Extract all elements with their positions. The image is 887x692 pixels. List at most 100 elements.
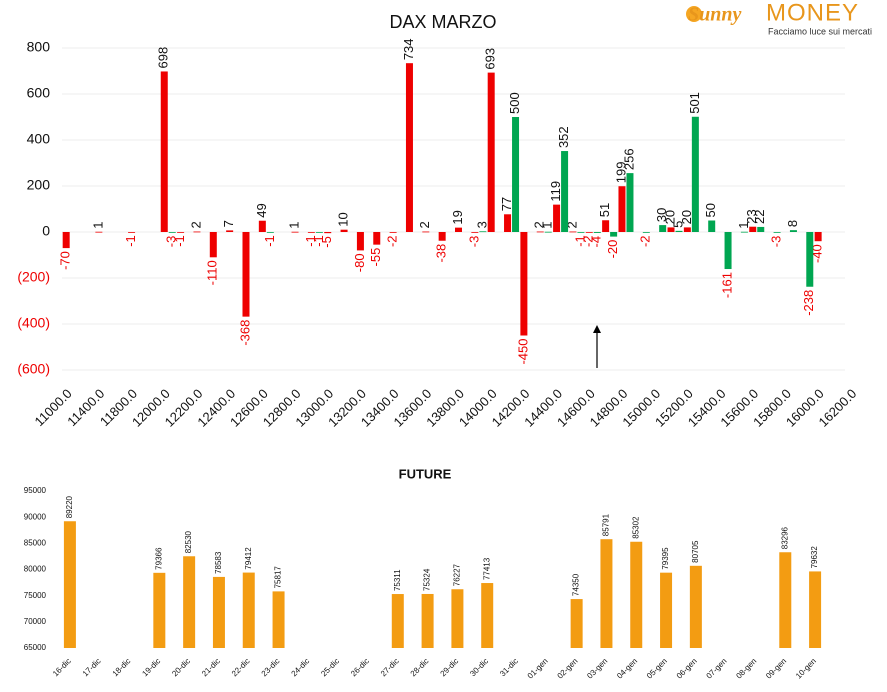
y-tick-label: 0 [42, 223, 50, 239]
bar [324, 232, 332, 234]
data-label: -1 [172, 235, 187, 247]
data-label: 734 [401, 38, 416, 60]
data-label: 77 [499, 197, 514, 211]
data-label: 3 [474, 221, 489, 228]
bar [193, 231, 201, 233]
data-label: -2 [581, 235, 596, 247]
bar [779, 552, 792, 648]
data-label: -1 [123, 235, 138, 247]
bar [479, 231, 487, 233]
data-label: 352 [556, 126, 571, 148]
bar [291, 231, 299, 233]
data-label: -80 [352, 253, 367, 272]
data-label: -38 [434, 244, 449, 263]
data-label: 19 [450, 210, 465, 224]
bar [438, 232, 446, 241]
data-label: 2 [532, 221, 547, 228]
data-label: 7 [221, 220, 236, 227]
data-label: 85302 [631, 516, 640, 539]
bar [773, 232, 781, 233]
data-label: -2 [385, 235, 400, 247]
data-label: 1 [90, 222, 105, 229]
bar [391, 594, 404, 648]
data-label: 500 [507, 92, 522, 114]
bar [95, 231, 103, 233]
bar [307, 232, 315, 233]
data-label: 2 [188, 221, 203, 228]
bar [226, 230, 234, 232]
data-label: -368 [237, 320, 252, 346]
data-label: -2 [638, 235, 653, 247]
bar [675, 230, 683, 232]
bar [451, 589, 464, 648]
bar [569, 231, 577, 233]
bar [553, 204, 561, 232]
data-label: -3 [466, 236, 481, 248]
bar [536, 231, 544, 233]
data-label: 20 [679, 210, 694, 224]
bar [789, 230, 797, 232]
data-label: -1 [572, 235, 587, 247]
logo: Sunny MONEY Facciamo luce sui mercati [686, 0, 872, 36]
data-label: -1 [311, 235, 326, 247]
data-label: 75311 [393, 569, 402, 591]
bar [512, 117, 520, 232]
data-label: 501 [687, 92, 702, 114]
bar [602, 220, 610, 232]
bar [212, 576, 225, 648]
bar [618, 186, 626, 232]
data-label: 51 [597, 203, 612, 217]
data-label: 2 [417, 221, 432, 228]
data-label: 22 [752, 209, 767, 223]
data-label: 79366 [154, 547, 163, 570]
bar [209, 232, 217, 258]
bar [626, 173, 634, 232]
data-label: 8 [785, 220, 800, 227]
bar [168, 232, 176, 233]
logo-sun [686, 6, 702, 22]
bar [659, 225, 667, 232]
bar [389, 232, 397, 233]
bar [487, 72, 495, 232]
annotation-arrow [593, 325, 601, 368]
chart-title: FUTURE [399, 466, 452, 481]
bar [570, 599, 583, 648]
bar [809, 571, 822, 648]
data-label: 80705 [691, 540, 700, 563]
data-label: 79632 [810, 546, 819, 569]
bar [814, 232, 822, 242]
bar [740, 231, 748, 233]
data-label: -4 [589, 236, 604, 248]
data-label: -40 [810, 244, 825, 263]
logo-tagline: Facciamo luce sui mercati [768, 26, 872, 36]
bar [373, 232, 381, 245]
data-label: 82530 [184, 530, 193, 553]
bar [183, 556, 196, 648]
y-tick-label: (400) [17, 315, 50, 331]
data-label: 698 [156, 47, 171, 69]
data-label: -110 [205, 260, 220, 285]
bar [630, 541, 643, 648]
bar [356, 232, 364, 251]
data-label: -20 [605, 240, 620, 259]
bar [806, 232, 814, 287]
bar [504, 214, 512, 232]
bar [128, 232, 136, 233]
y-tick-label: 95000 [24, 486, 47, 495]
data-label: -3 [769, 236, 784, 248]
y-tick-label: 400 [27, 131, 51, 147]
bar [561, 151, 569, 232]
data-label: -450 [515, 339, 530, 365]
bar [691, 116, 699, 232]
bar [160, 71, 168, 233]
data-label: -3 [164, 236, 179, 248]
y-tick-label: (600) [17, 361, 50, 377]
bar [405, 63, 413, 233]
data-label: 199 [613, 162, 628, 184]
data-label: 50 [703, 203, 718, 217]
data-label: 30 [654, 208, 669, 222]
y-tick-label: 90000 [24, 512, 47, 521]
logo-brand: MONEY [766, 0, 859, 26]
bar [258, 220, 266, 232]
bar [340, 229, 348, 232]
